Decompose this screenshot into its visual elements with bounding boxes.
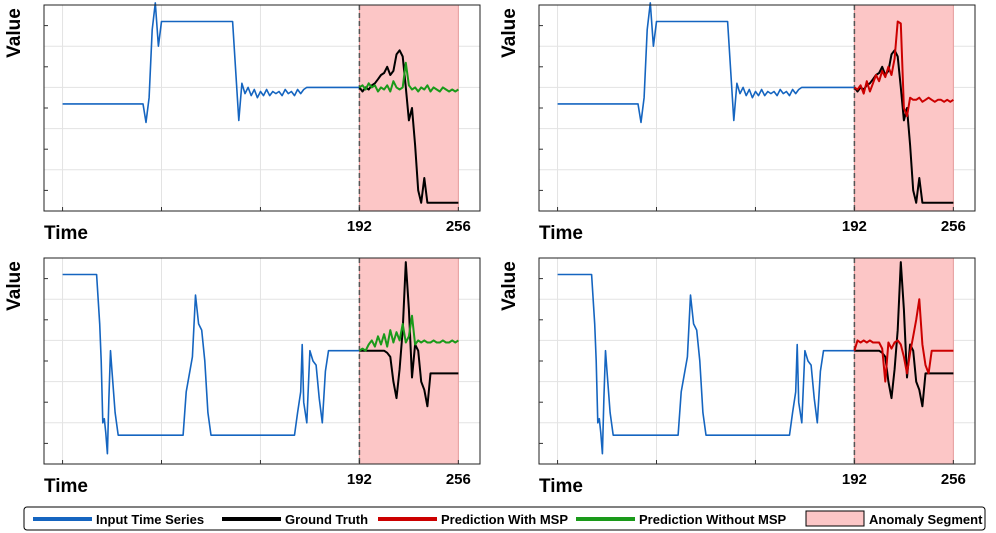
series-line-input [62,273,360,455]
legend-label-with-msp: Prediction With MSP [441,512,568,527]
chart-panel-4: 192 256 Time Value [499,257,976,497]
series-line-with-msp [853,20,954,118]
legend-label-input: Input Time Series [96,512,204,527]
x-tick-label: 192 [842,218,867,235]
y-axis-label: Value [4,8,25,58]
series-line-truth [359,261,459,408]
x-axis-label: Time [44,476,88,497]
y-axis-label: Value [499,261,520,311]
series-line-input [62,2,360,124]
series-line-truth [854,261,954,408]
series-line-truth [853,49,954,204]
legend: Input Time Series Ground Truth Predictio… [23,506,986,531]
anomaly-segment [358,4,459,212]
series-line-with-msp [853,298,954,383]
chart-panel-2: 192 256 Time Value [499,2,976,244]
x-axis-label: Time [44,223,88,244]
x-tick-label: 256 [941,218,966,235]
x-axis-label: Time [539,223,583,244]
legend-swatch-anomaly [805,510,865,527]
y-axis-label: Value [499,8,520,58]
legend-label-truth: Ground Truth [285,512,368,527]
y-axis-label: Value [4,261,25,311]
anomaly-segment [358,257,459,465]
series-line-without-msp [358,314,459,352]
legend-label-anomaly: Anomaly Segment [869,512,983,527]
series-line-without-msp [358,61,459,93]
series-line-input [557,273,855,455]
x-tick-label: 192 [347,218,372,235]
series-line-input [557,2,855,124]
legend-box [23,506,986,531]
x-tick-label: 256 [941,471,966,488]
x-tick-label: 256 [446,218,471,235]
x-tick-label: 256 [446,471,471,488]
x-tick-label: 192 [842,471,867,488]
x-axis-label: Time [539,476,583,497]
chart-panel-1: 192 256 Time Value [4,2,481,244]
series-line-truth [358,49,459,204]
x-tick-label: 192 [347,471,372,488]
chart-panel-3: 192 256 Time Value [4,257,481,497]
legend-label-without-msp: Prediction Without MSP [639,512,787,527]
